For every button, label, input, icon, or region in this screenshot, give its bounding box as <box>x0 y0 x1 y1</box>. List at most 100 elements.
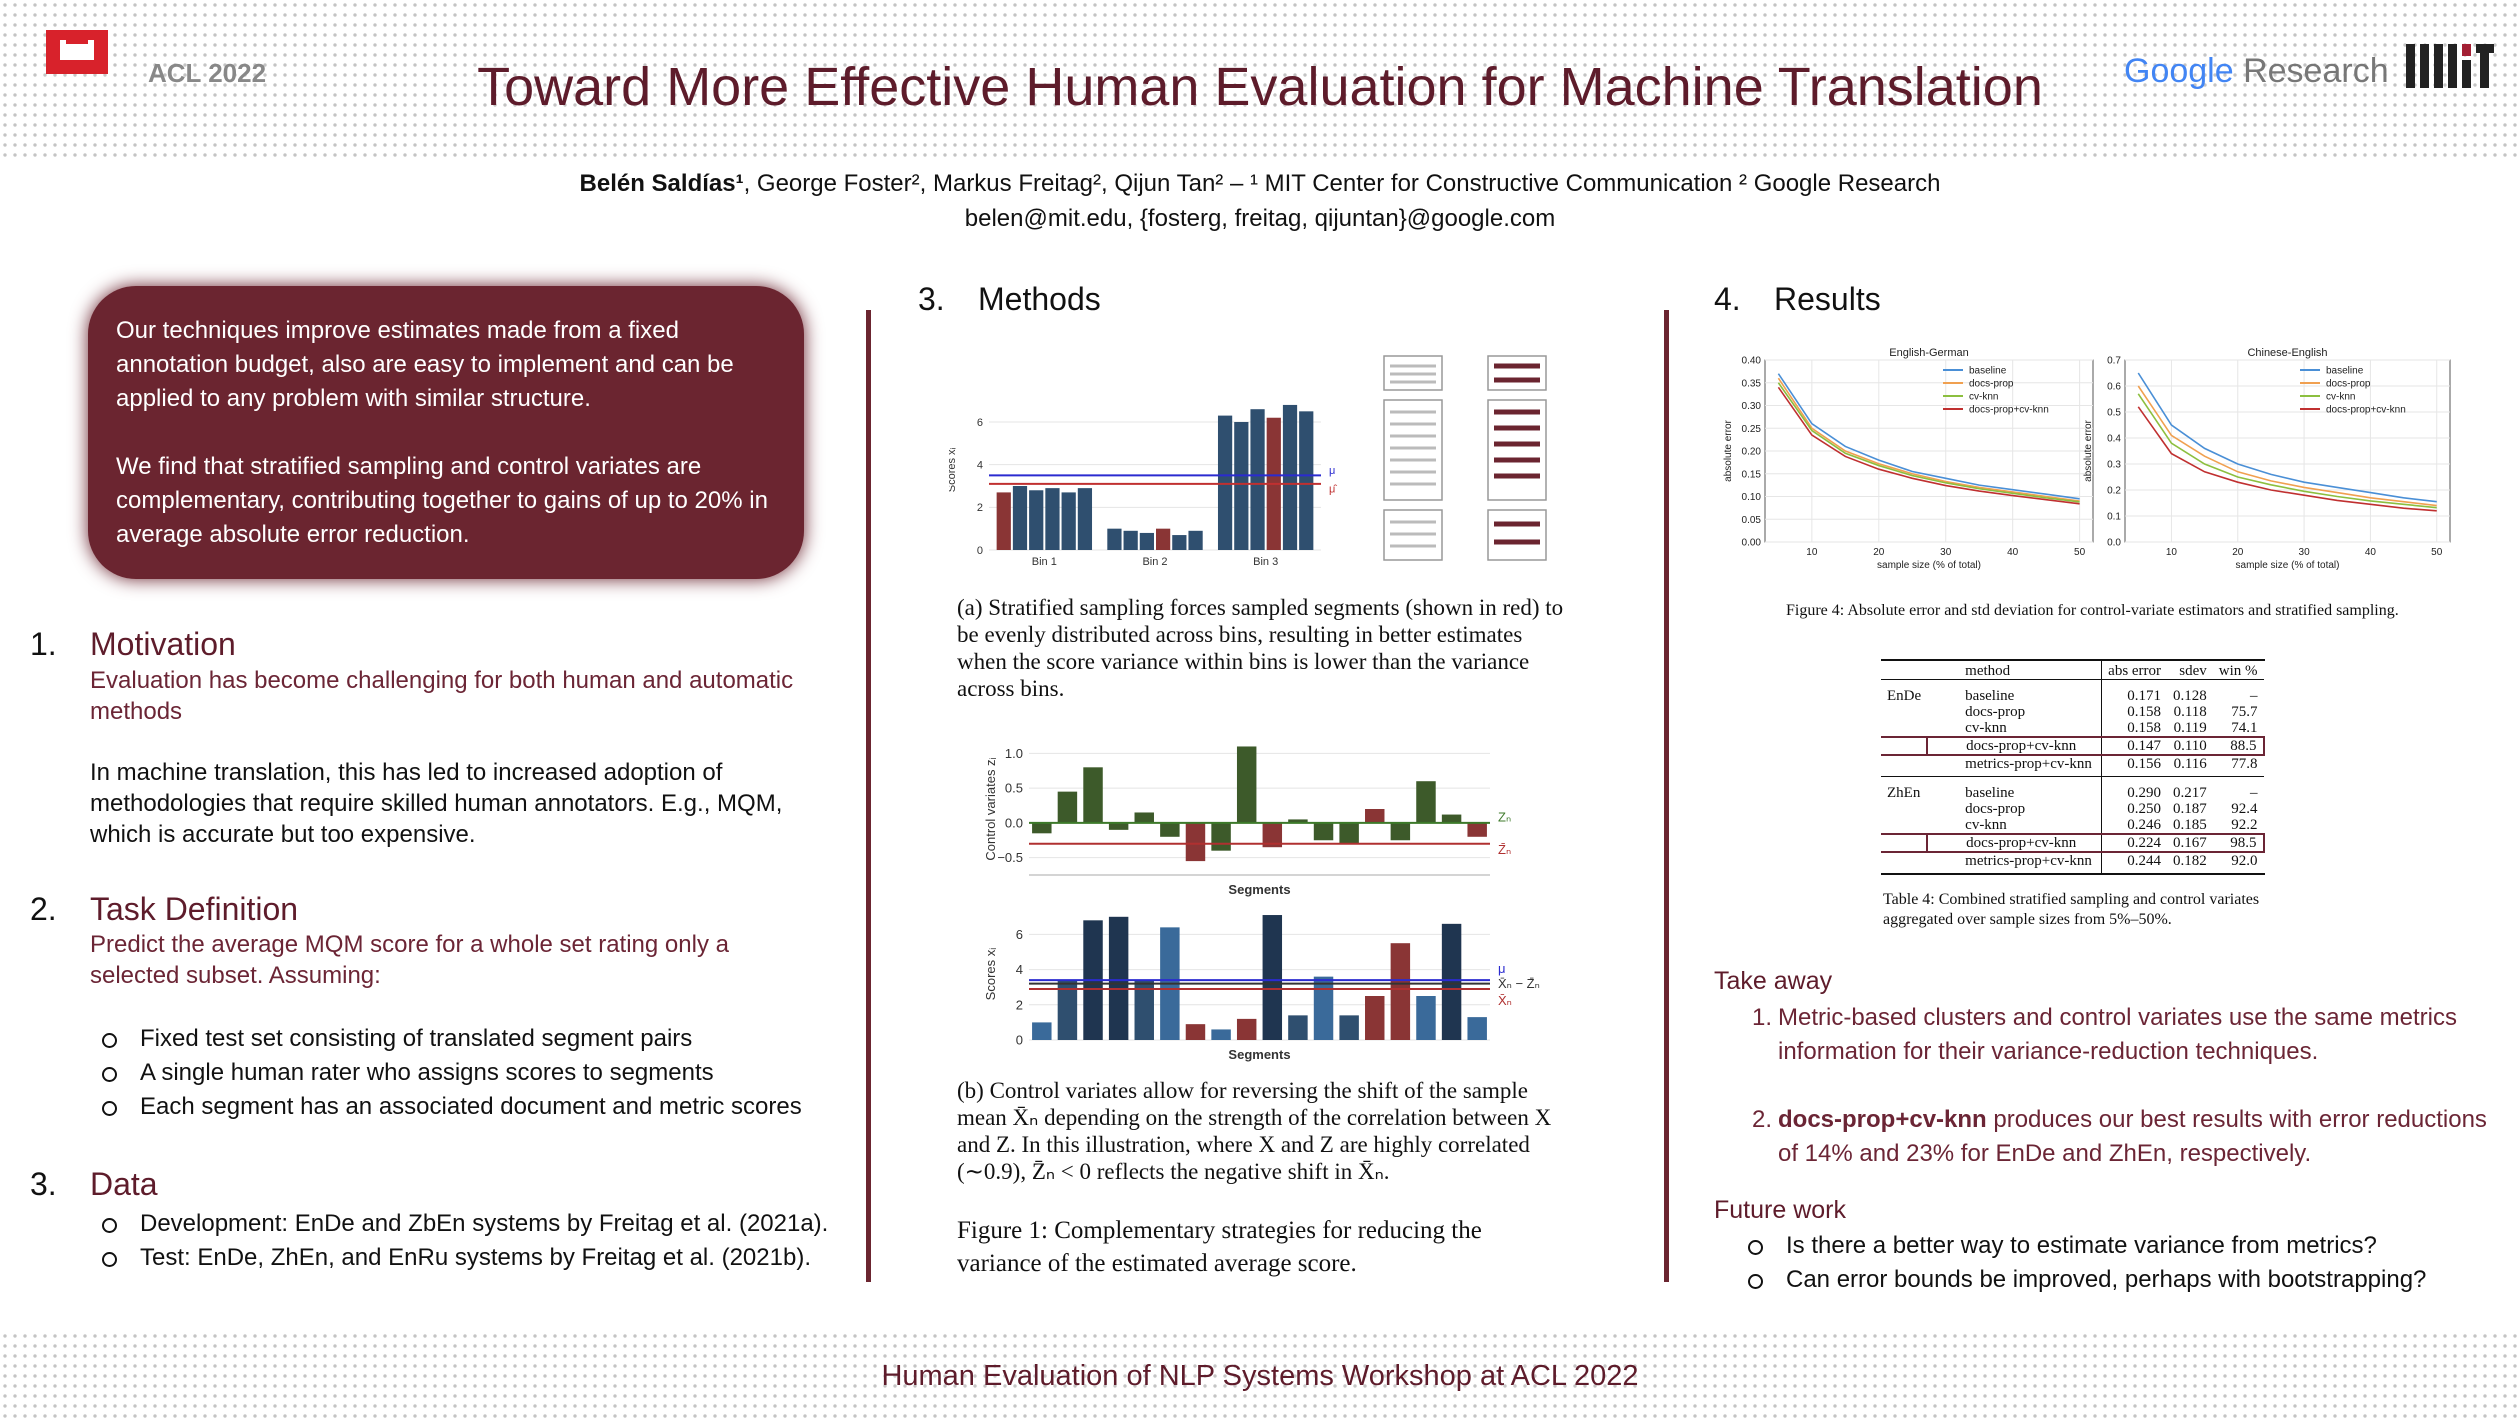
table-cell: 0.185 <box>2173 817 2207 833</box>
data-item: Development: EnDe and ZbEn systems by Fr… <box>90 1207 870 1241</box>
x-axis-label: Segments <box>1228 1047 1290 1062</box>
y-tick-label: 0 <box>1016 1033 1023 1048</box>
table-cell: 0.246 <box>2127 817 2162 833</box>
reference-label: X̄ₙ <box>1498 993 1512 1008</box>
table-caption: Table 4: Combined stratified sampling an… <box>1883 891 2260 928</box>
takeaway-item: 2. docs-prop+cv-knn produces our best res… <box>1752 1103 2492 1171</box>
x-axis-label: Segments <box>1228 882 1290 897</box>
summary-paragraph: We find that stratified sampling and con… <box>116 453 768 548</box>
data-list: Development: EnDe and ZbEn systems by Fr… <box>90 1207 870 1275</box>
group-cell <box>1881 720 1927 737</box>
legend-label: baseline <box>2326 366 2364 377</box>
y-tick-label: 0.0 <box>2107 538 2121 549</box>
section-number: 1. <box>30 626 57 662</box>
table-cell: baseline <box>1927 776 2103 801</box>
reference-label: Z̄ₙ <box>1498 842 1511 857</box>
legend-label: docs-prop <box>1969 379 2014 390</box>
acl-logo-text: ACL 2022 <box>148 58 267 88</box>
table-cell: cv-knn <box>1927 720 2103 737</box>
reference-label: Zₙ <box>1498 810 1511 825</box>
group-cell <box>1881 833 1928 853</box>
y-tick-label: 0.10 <box>1742 492 1762 503</box>
footer-band <box>0 1331 2520 1421</box>
bar <box>1339 1015 1359 1040</box>
x-tick-label: 50 <box>2431 547 2443 558</box>
header-cell: abs error <box>2101 661 2168 680</box>
legend-label: docs-prop+cv-knn <box>2326 405 2406 416</box>
acl-logo-icon <box>46 30 108 74</box>
task-item: A single human rater who assigns scores … <box>90 1056 870 1090</box>
bar <box>1188 530 1203 550</box>
google-word: Google <box>2124 52 2234 90</box>
item-number: 2. <box>1752 1106 1773 1133</box>
future-item: Is there a better way to estimate varian… <box>1736 1229 2516 1263</box>
table-cell: docs-prop+cv-knn <box>1926 736 2103 756</box>
header-cell: win % <box>2212 661 2264 680</box>
figure-b-top: −0.5 0.0 0.5 1.0 Control variates zᵢ Segments… <box>983 746 1511 897</box>
group-cell <box>1881 755 1927 777</box>
bar <box>1365 809 1385 823</box>
section-heading: Data <box>90 1166 158 1202</box>
takeaway-heading: Take away <box>1714 967 1833 995</box>
y-tick-label: 0.05 <box>1742 515 1762 526</box>
table-cell: 0.110 <box>2167 736 2213 756</box>
x-axis-label: sample size (% of total) <box>2236 560 2340 571</box>
y-tick-label: 0.4 <box>2107 434 2121 445</box>
bar <box>1365 996 1385 1040</box>
series-line <box>2137 406 2437 512</box>
section-number: 4. <box>1714 281 1741 317</box>
results-table: method abs error sdev win % EnDe baseline 0.17… <box>1881 661 2265 873</box>
table-cell: 77.8 <box>2231 756 2258 772</box>
group-cell <box>1881 852 1927 873</box>
y-tick-label: 4 <box>1016 962 1023 977</box>
table-cell: 0.171 <box>2127 688 2162 704</box>
section-heading: Task Definition <box>90 891 299 927</box>
bar <box>1107 528 1122 550</box>
table-cell: baseline <box>1927 679 2103 704</box>
item-text: Metric-based clusters and control variat… <box>1778 1004 2457 1065</box>
bar <box>1390 822 1411 841</box>
x-tick-label: 20 <box>1873 547 1885 558</box>
y-tick-label: 0.35 <box>1742 378 1762 389</box>
y-tick-label: 0.15 <box>1742 469 1762 480</box>
bar <box>1467 1017 1487 1040</box>
x-axis-label: sample size (% of total) <box>1877 560 1981 571</box>
legend-label: cv-knn <box>2326 392 2355 403</box>
bar <box>1029 490 1044 550</box>
bar <box>1057 791 1078 823</box>
plot-frame <box>2124 359 2451 543</box>
item-text: docs-prop+cv-knn produces our best resul… <box>1778 1103 2492 1171</box>
header-row: method abs error sdev win % <box>1881 661 2264 680</box>
caption-a: (a) Stratified sampling forces sampled s… <box>957 595 1564 701</box>
bar <box>1172 535 1187 550</box>
takeaway-list: 1. Metric-based clusters and control vari… <box>1752 1001 2492 1171</box>
bar <box>1134 980 1154 1040</box>
table-cell: docs-prop <box>1927 704 2103 720</box>
x-tick-label: 30 <box>2299 547 2311 558</box>
bar <box>1211 1029 1231 1040</box>
x-tick-label: 10 <box>1806 547 1818 558</box>
table-cell: metrics-prop+cv-knn <box>1927 755 2103 777</box>
table-cell: 98.5 <box>2212 833 2265 853</box>
table-cell: 0.128 <box>2173 688 2207 704</box>
table-cell: – <box>2212 776 2264 801</box>
reference-label: μ̂ <box>1329 484 1337 496</box>
y-axis-label: Scores xᵢ <box>949 447 958 492</box>
reference-label: X̄ₙ − Z̄ₙ <box>1498 976 1540 991</box>
figure-1-caption: Figure 1: Complementary strategies for r… <box>957 1217 1482 1277</box>
group-cell <box>1881 704 1927 720</box>
bar <box>1299 411 1314 550</box>
table-cell: 0.119 <box>2173 720 2207 736</box>
table-cell: 0.118 <box>2173 704 2207 720</box>
table-cell: 88.5 <box>2212 736 2265 756</box>
y-tick-label: 0.5 <box>2107 408 2121 419</box>
bar <box>1441 923 1462 1040</box>
x-tick-label: Bin 1 <box>1032 556 1057 568</box>
series-line <box>2137 385 2437 507</box>
table-cell: 0.217 <box>2167 776 2213 801</box>
item-bold: docs-prop+cv-knn <box>1778 1106 1987 1133</box>
table-cell: 0.116 <box>2173 756 2207 772</box>
bar <box>1185 822 1206 862</box>
title: Toward More Effective Human Evaluation f… <box>477 57 2043 117</box>
y-axis-label: absolute error <box>1723 419 1734 481</box>
